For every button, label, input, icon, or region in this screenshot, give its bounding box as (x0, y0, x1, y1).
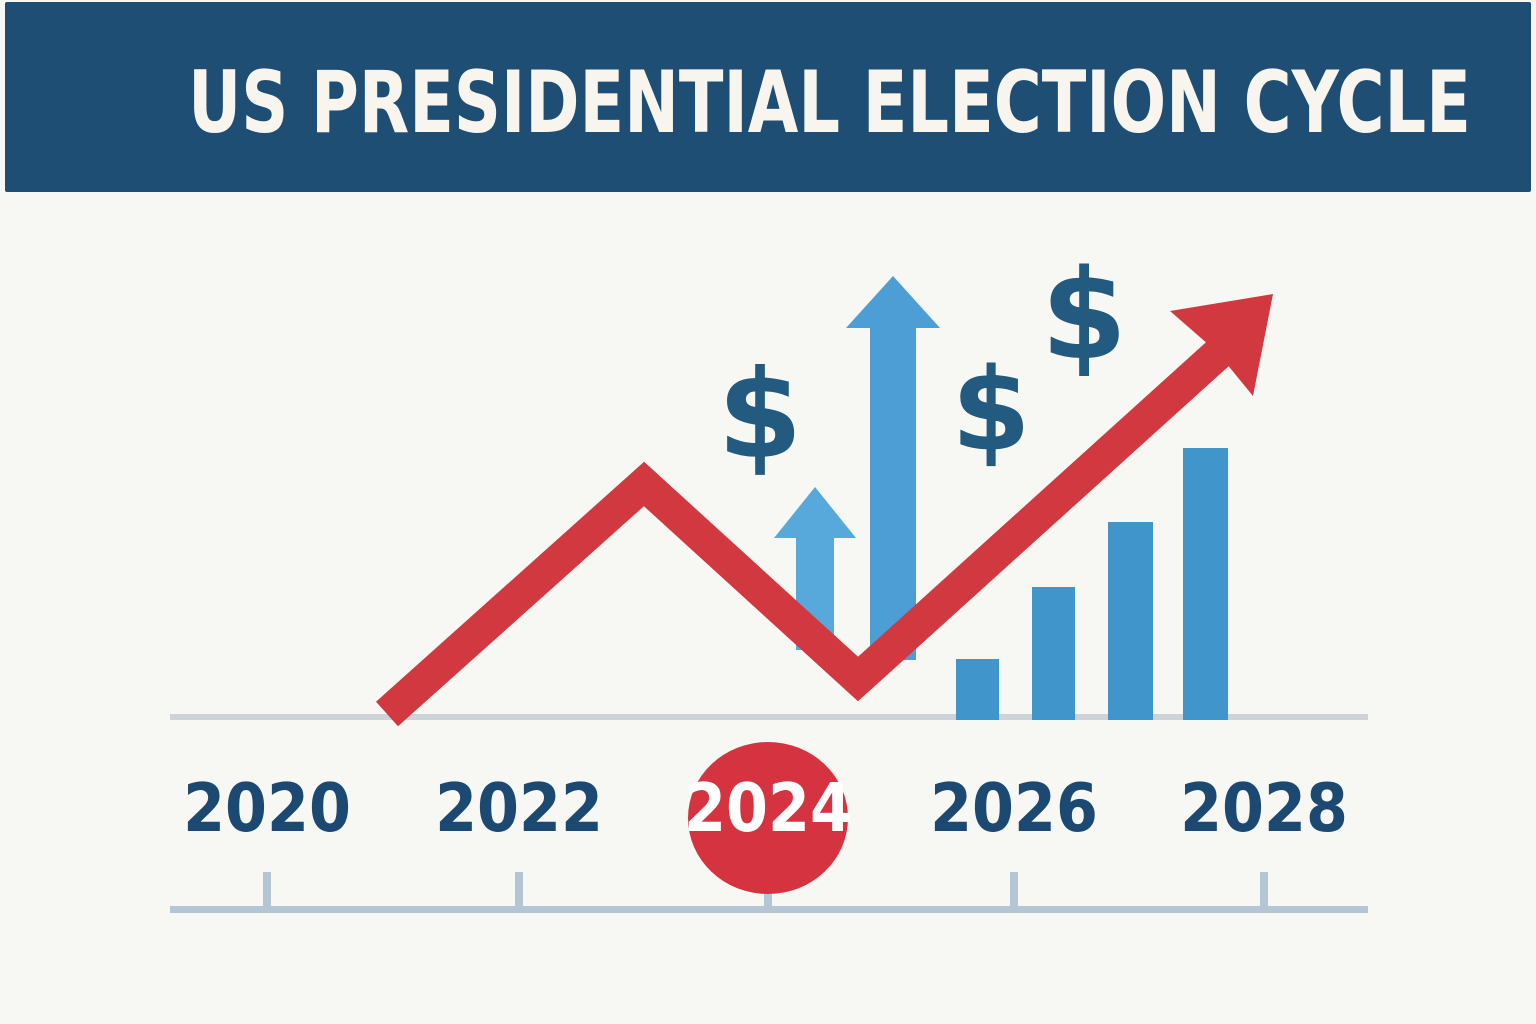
up-arrow-large-icon (846, 276, 940, 660)
growth-bar-2 (1032, 587, 1075, 720)
highlight-circle-2024 (688, 742, 848, 894)
header-banner: US PRESIDENTIAL ELECTION CYCLE (5, 2, 1531, 192)
timeline-tick-2026 (1010, 872, 1018, 910)
cycle-trend-line (375, 337, 1234, 727)
growth-bar-3 (1108, 522, 1153, 720)
dollar-icon-1: $ (718, 344, 803, 486)
up-arrow-small-icon (774, 487, 856, 650)
page-title: US PRESIDENTIAL ELECTION CYCLE (188, 53, 1471, 153)
trend-arrowhead-icon (1170, 294, 1273, 396)
dollar-icon-3: $ (1041, 244, 1127, 388)
chart-baseline (170, 714, 1368, 720)
timeline-tick-2028 (1260, 872, 1268, 910)
timeline-tick-2022 (515, 872, 523, 910)
growth-bar-4 (1183, 448, 1228, 720)
timeline-tick-2020 (263, 872, 271, 910)
dollar-icon-2: $ (951, 344, 1030, 477)
growth-bar-1 (956, 659, 999, 720)
